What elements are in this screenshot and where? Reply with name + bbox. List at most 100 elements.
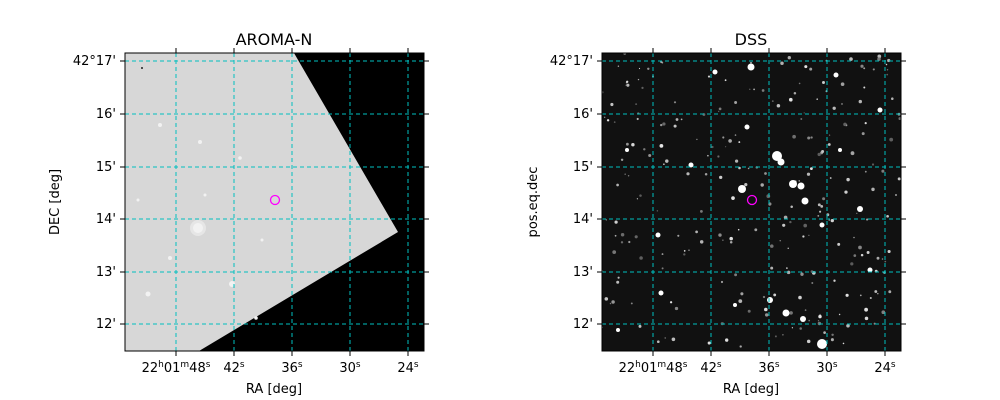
faint-star: [876, 256, 880, 260]
faint-star: [626, 142, 629, 146]
faint-star: [774, 335, 777, 338]
faint-star: [673, 124, 677, 128]
faint-star: [858, 99, 862, 104]
faint-star: [604, 297, 609, 301]
faint-star: [728, 139, 732, 143]
faint-star: [627, 175, 630, 177]
faint-star: [806, 172, 811, 176]
faint-star: [614, 234, 617, 237]
faint-star: [792, 134, 796, 139]
faint-star: [881, 258, 884, 260]
faint-star: [886, 69, 889, 71]
faint-star: [898, 117, 901, 121]
faint-star: [699, 240, 704, 244]
faint-star: [889, 137, 894, 142]
y-tick-label: 12': [573, 317, 593, 332]
y-axis-label: DEC [deg]: [48, 169, 63, 235]
y-tick-label: 16': [96, 107, 116, 122]
faint-star: [810, 167, 813, 171]
faint-star: [734, 134, 737, 136]
faint-star: [753, 88, 755, 91]
faint-star: [793, 92, 797, 95]
faint-star: [673, 101, 677, 104]
faint-star: [809, 67, 813, 71]
faint-star: [738, 299, 743, 303]
x-tick-label: 30s: [339, 360, 361, 376]
faint-star: [798, 82, 801, 85]
faint-star: [782, 333, 784, 336]
panel-title: DSS: [735, 30, 768, 49]
faint-star: [818, 314, 822, 319]
faint-star: [639, 194, 642, 197]
panel-title: AROMA-N: [236, 30, 313, 49]
faint-star: [637, 78, 640, 81]
faint-star: [822, 81, 825, 84]
faint-star: [660, 123, 663, 127]
y-tick-label: 15': [96, 160, 116, 175]
faint-star: [631, 142, 635, 147]
faint-star: [686, 172, 690, 176]
faint-star: [886, 73, 889, 76]
faint-star: [638, 67, 641, 70]
faint-star: [802, 235, 805, 238]
faint-star: [808, 319, 811, 322]
tick-marks: [120, 48, 429, 356]
faint-star: [877, 292, 879, 295]
faint-star: [628, 240, 631, 244]
faint-star: [616, 280, 620, 284]
faint-star: [636, 198, 639, 200]
faint-star: [798, 295, 802, 300]
faint-star: [884, 260, 887, 263]
faint-star: [816, 98, 818, 100]
faint-star: [833, 279, 836, 282]
faint-star: [747, 309, 751, 313]
faint-star: [872, 68, 875, 71]
faint-star: [821, 150, 825, 153]
faint-star: [858, 245, 862, 250]
faint-star: [626, 83, 630, 87]
x-tick-label: 22h01m48s: [619, 360, 688, 376]
faint-star: [829, 177, 832, 179]
panel-aroma-n: AROMA-N: [48, 30, 429, 397]
faint-star: [747, 167, 750, 170]
faint-star: [740, 292, 744, 296]
y-tick-label: 14': [573, 212, 593, 227]
faint-star: [864, 122, 867, 125]
faint-star: [846, 177, 850, 182]
faint-star: [811, 282, 814, 284]
faint-star: [630, 302, 633, 305]
y-tick-label: 13': [96, 265, 116, 280]
faint-star: [749, 88, 751, 90]
faint-star: [724, 146, 727, 148]
faint-star: [853, 236, 855, 239]
faint-star: [773, 293, 777, 297]
faint-star: [791, 327, 794, 329]
faint-star: [807, 136, 811, 140]
faint-star: [704, 173, 708, 176]
faint-star: [856, 212, 858, 214]
faint-star: [864, 307, 868, 312]
faint-star: [648, 153, 652, 158]
faint-star: [808, 234, 810, 236]
faint-star: [780, 61, 784, 65]
x-tick-label: 36s: [758, 360, 780, 376]
faint-star: [729, 241, 733, 244]
faint-star: [707, 154, 709, 157]
faint-star: [750, 62, 752, 64]
faint-star: [877, 54, 882, 59]
faint-star: [617, 65, 620, 67]
faint-star: [837, 242, 841, 246]
faint-star: [841, 103, 843, 105]
faint-star: [853, 254, 857, 257]
faint-star: [711, 145, 714, 149]
faint-star: [719, 175, 723, 180]
faint-star: [800, 272, 804, 276]
faint-star: [860, 64, 864, 68]
x-tick-label: 24s: [874, 360, 896, 376]
faint-star: [661, 253, 664, 256]
faint-star: [886, 214, 889, 218]
faint-star: [663, 163, 665, 165]
faint-star: [828, 134, 831, 136]
faint-star: [843, 122, 847, 127]
faint-star: [822, 197, 826, 201]
